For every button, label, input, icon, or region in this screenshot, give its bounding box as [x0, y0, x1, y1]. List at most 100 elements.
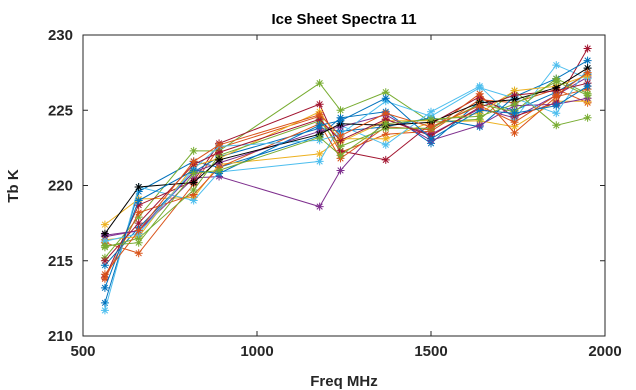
data-point-marker	[100, 237, 109, 246]
data-point-marker	[134, 201, 143, 210]
data-point-marker	[134, 196, 143, 205]
y-axis-label: Tb K	[5, 169, 22, 202]
data-point-marker	[552, 101, 561, 110]
data-point-marker	[336, 116, 345, 125]
data-point-marker	[381, 130, 390, 139]
data-point-marker	[510, 128, 519, 137]
data-point-marker	[315, 202, 324, 211]
data-point-marker	[381, 88, 390, 97]
data-point-marker	[215, 140, 224, 149]
data-point-marker	[475, 83, 484, 92]
data-point-marker	[336, 106, 345, 115]
data-point-marker	[315, 133, 324, 142]
data-point-marker	[100, 241, 109, 250]
data-point-marker	[475, 112, 484, 121]
data-point-marker	[475, 106, 484, 115]
data-point-marker	[100, 256, 109, 265]
series-line	[104, 97, 588, 238]
data-point-marker	[100, 274, 109, 283]
data-point-marker	[583, 56, 592, 65]
x-axis-label: Freq MHz	[310, 373, 378, 390]
y-tick-label: 230	[48, 27, 73, 44]
series-line	[104, 78, 588, 248]
data-point-marker	[552, 83, 561, 92]
data-point-marker	[336, 136, 345, 145]
y-tick-label: 220	[48, 178, 73, 195]
series-line	[104, 72, 588, 275]
y-tick-label: 225	[48, 102, 73, 119]
data-point-marker	[134, 226, 143, 235]
x-tick-label: 1500	[414, 343, 447, 360]
data-point-marker	[100, 229, 109, 238]
data-point-marker	[381, 115, 390, 124]
y-tick-label: 210	[48, 328, 73, 345]
data-point-marker	[315, 110, 324, 119]
data-point-marker	[381, 119, 390, 128]
data-point-marker	[552, 121, 561, 130]
data-point-marker	[427, 115, 435, 124]
data-point-marker	[315, 121, 324, 130]
data-point-marker	[134, 234, 143, 243]
data-point-marker	[552, 77, 561, 86]
series-line	[104, 82, 588, 259]
data-point-marker	[215, 148, 224, 157]
data-point-marker	[583, 113, 592, 122]
tick-layer: 500 1000 1500 2000 210 215 220 225 230	[48, 27, 622, 360]
series-17	[100, 68, 592, 279]
data-point-marker	[189, 190, 198, 199]
chart-title: Ice Sheet Spectra 11	[271, 11, 416, 28]
data-point-marker	[427, 134, 435, 143]
data-point-marker	[100, 298, 109, 307]
data-point-marker	[552, 91, 561, 100]
series-line	[104, 85, 588, 288]
data-point-marker	[189, 146, 198, 155]
data-point-marker	[510, 122, 519, 131]
data-point-marker	[583, 82, 592, 91]
series-line	[104, 82, 588, 262]
data-point-marker	[381, 94, 390, 103]
data-point-marker	[336, 166, 345, 175]
series-line	[104, 73, 588, 304]
data-point-marker	[189, 178, 198, 187]
data-point-marker	[583, 91, 592, 100]
data-point-marker	[134, 213, 143, 222]
data-point-marker	[510, 100, 519, 109]
data-point-marker	[134, 219, 143, 228]
series-line	[104, 75, 588, 241]
data-point-marker	[510, 109, 519, 118]
data-point-marker	[510, 118, 519, 127]
data-point-marker	[475, 101, 484, 110]
data-point-marker	[189, 196, 198, 205]
plot-area	[83, 35, 605, 336]
data-point-marker	[427, 107, 435, 116]
data-point-marker	[100, 261, 109, 270]
data-point-marker	[336, 146, 345, 155]
series-line	[104, 81, 588, 247]
data-point-marker	[510, 95, 519, 104]
data-point-marker	[134, 249, 143, 258]
series-18	[100, 77, 592, 250]
data-point-marker	[475, 89, 484, 98]
data-point-marker	[134, 238, 143, 247]
data-point-marker	[510, 86, 519, 95]
data-point-marker	[315, 100, 324, 109]
series-layer	[100, 44, 592, 315]
x-tick-label: 2000	[588, 343, 621, 360]
data-point-marker	[583, 44, 592, 53]
data-point-marker	[336, 142, 345, 151]
data-point-marker	[134, 208, 143, 217]
data-point-marker	[583, 64, 592, 73]
data-point-marker	[475, 121, 484, 130]
data-point-marker	[427, 122, 435, 131]
data-point-marker	[315, 79, 324, 88]
data-point-marker	[100, 270, 109, 279]
data-point-marker	[315, 115, 324, 124]
data-point-marker	[583, 68, 592, 77]
data-point-marker	[215, 155, 224, 164]
data-point-marker	[100, 283, 109, 292]
data-point-marker	[381, 140, 390, 149]
data-point-marker	[381, 155, 390, 164]
data-point-marker	[552, 109, 561, 118]
data-point-marker	[215, 166, 224, 175]
x-tick-label: 500	[70, 343, 95, 360]
